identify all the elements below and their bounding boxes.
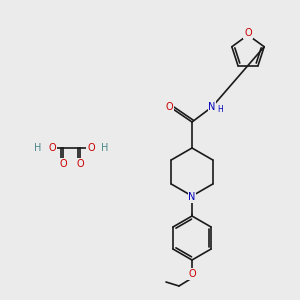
Text: O: O	[59, 159, 67, 169]
Text: O: O	[48, 143, 56, 153]
Text: H: H	[34, 143, 42, 153]
Text: O: O	[188, 269, 196, 279]
Text: O: O	[244, 28, 252, 38]
Text: H: H	[101, 143, 109, 153]
Text: O: O	[87, 143, 95, 153]
Text: N: N	[208, 102, 216, 112]
Text: O: O	[76, 159, 84, 169]
Text: O: O	[165, 102, 173, 112]
Text: N: N	[188, 192, 196, 202]
Text: H: H	[217, 104, 223, 113]
